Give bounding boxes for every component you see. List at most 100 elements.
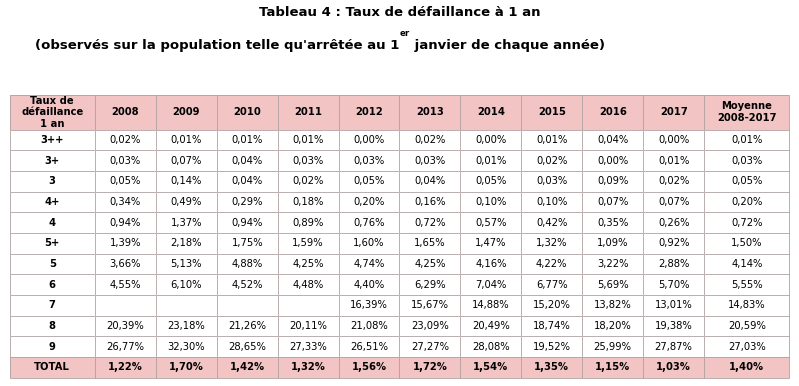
Text: 0,94%: 0,94%	[232, 218, 263, 228]
Text: 0,01%: 0,01%	[292, 135, 324, 145]
Text: 2,88%: 2,88%	[658, 259, 690, 269]
Text: 0,01%: 0,01%	[475, 156, 507, 166]
Text: Taux de
défaillance
1 an: Taux de défaillance 1 an	[21, 95, 83, 129]
Text: 0,03%: 0,03%	[353, 156, 384, 166]
Text: 1,37%: 1,37%	[170, 218, 202, 228]
Text: 0,09%: 0,09%	[597, 176, 629, 186]
Text: 0,34%: 0,34%	[109, 197, 141, 207]
Text: TOTAL: TOTAL	[34, 362, 70, 372]
Text: 15,20%: 15,20%	[533, 300, 570, 310]
Text: 6: 6	[49, 279, 56, 290]
Text: 0,03%: 0,03%	[292, 156, 324, 166]
Text: 0,03%: 0,03%	[415, 156, 446, 166]
Text: 1,70%: 1,70%	[169, 362, 204, 372]
Text: 4,22%: 4,22%	[536, 259, 567, 269]
Text: 0,20%: 0,20%	[353, 197, 385, 207]
Text: 1,60%: 1,60%	[353, 238, 385, 248]
Text: 0,04%: 0,04%	[597, 135, 628, 145]
Text: 0,02%: 0,02%	[536, 156, 567, 166]
Text: 2009: 2009	[173, 107, 200, 117]
Text: 23,18%: 23,18%	[168, 321, 205, 331]
Text: 2014: 2014	[477, 107, 505, 117]
Text: 0,07%: 0,07%	[597, 197, 629, 207]
Text: 0,00%: 0,00%	[475, 135, 507, 145]
Text: 0,02%: 0,02%	[414, 135, 446, 145]
Text: 5,13%: 5,13%	[170, 259, 202, 269]
Text: 2012: 2012	[356, 107, 383, 117]
Text: 0,01%: 0,01%	[170, 135, 202, 145]
Text: 3++: 3++	[41, 135, 64, 145]
Text: 0,04%: 0,04%	[232, 156, 263, 166]
Text: 0,72%: 0,72%	[414, 218, 446, 228]
Text: 1,39%: 1,39%	[109, 238, 141, 248]
Text: 20,59%: 20,59%	[728, 321, 765, 331]
Text: 0,10%: 0,10%	[536, 197, 567, 207]
Text: 2015: 2015	[538, 107, 566, 117]
Text: 4: 4	[49, 218, 56, 228]
Text: 21,26%: 21,26%	[229, 321, 266, 331]
Text: 0,07%: 0,07%	[658, 197, 690, 207]
Text: 1,75%: 1,75%	[232, 238, 263, 248]
Text: 15,67%: 15,67%	[411, 300, 449, 310]
Text: 0,00%: 0,00%	[597, 156, 628, 166]
Text: 0,92%: 0,92%	[658, 238, 690, 248]
Text: 4,40%: 4,40%	[353, 279, 384, 290]
Text: 13,82%: 13,82%	[594, 300, 631, 310]
Text: 2011: 2011	[294, 107, 322, 117]
Text: 0,03%: 0,03%	[109, 156, 141, 166]
Text: 19,38%: 19,38%	[655, 321, 693, 331]
Text: 0,14%: 0,14%	[170, 176, 202, 186]
Text: 0,04%: 0,04%	[232, 176, 263, 186]
Text: 16,39%: 16,39%	[350, 300, 388, 310]
Text: 4,55%: 4,55%	[109, 279, 141, 290]
Text: 0,04%: 0,04%	[415, 176, 446, 186]
Text: 1,40%: 1,40%	[729, 362, 765, 372]
Text: 20,39%: 20,39%	[106, 321, 144, 331]
Text: 21,08%: 21,08%	[350, 321, 388, 331]
Text: 1,50%: 1,50%	[731, 238, 762, 248]
Text: 5+: 5+	[45, 238, 60, 248]
Text: 3: 3	[49, 176, 56, 186]
Text: 3+: 3+	[45, 156, 60, 166]
Text: 25,99%: 25,99%	[594, 342, 632, 352]
Text: 7: 7	[49, 300, 56, 310]
Text: 3,22%: 3,22%	[597, 259, 629, 269]
Text: 7,04%: 7,04%	[475, 279, 507, 290]
Text: 0,35%: 0,35%	[597, 218, 629, 228]
Text: 0,76%: 0,76%	[353, 218, 385, 228]
Text: 6,10%: 6,10%	[170, 279, 202, 290]
Text: 32,30%: 32,30%	[168, 342, 205, 352]
Text: 2008: 2008	[112, 107, 139, 117]
Text: 1,59%: 1,59%	[292, 238, 324, 248]
Text: 5: 5	[49, 259, 56, 269]
Text: 20,11%: 20,11%	[289, 321, 327, 331]
Text: 0,89%: 0,89%	[292, 218, 324, 228]
Text: 0,72%: 0,72%	[731, 218, 762, 228]
Text: 0,29%: 0,29%	[232, 197, 263, 207]
Text: 26,77%: 26,77%	[106, 342, 145, 352]
Text: 0,07%: 0,07%	[170, 156, 202, 166]
Text: 2017: 2017	[660, 107, 687, 117]
Text: 0,05%: 0,05%	[353, 176, 385, 186]
Text: 13,01%: 13,01%	[655, 300, 693, 310]
Text: 0,16%: 0,16%	[414, 197, 446, 207]
Text: 8: 8	[49, 321, 56, 331]
Text: 0,05%: 0,05%	[475, 176, 507, 186]
Text: 1,42%: 1,42%	[229, 362, 264, 372]
Text: 0,01%: 0,01%	[232, 135, 263, 145]
Text: 1,72%: 1,72%	[412, 362, 447, 372]
Text: 0,49%: 0,49%	[170, 197, 202, 207]
Text: 4,25%: 4,25%	[292, 259, 324, 269]
Text: 6,77%: 6,77%	[536, 279, 567, 290]
Text: 4,25%: 4,25%	[414, 259, 446, 269]
Text: 27,03%: 27,03%	[728, 342, 765, 352]
Text: 1,32%: 1,32%	[291, 362, 325, 372]
Text: 2010: 2010	[233, 107, 261, 117]
Text: 27,33%: 27,33%	[289, 342, 327, 352]
Text: 0,00%: 0,00%	[353, 135, 384, 145]
Text: 28,08%: 28,08%	[472, 342, 510, 352]
Text: 4,16%: 4,16%	[475, 259, 507, 269]
Text: 0,57%: 0,57%	[475, 218, 507, 228]
Text: 2013: 2013	[416, 107, 443, 117]
Text: 4,48%: 4,48%	[292, 279, 324, 290]
